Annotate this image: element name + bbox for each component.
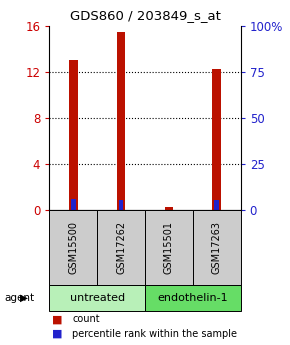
Text: GSM15500: GSM15500 [68, 221, 78, 274]
Bar [69, 60, 77, 210]
Bar [166, 209, 171, 210]
Text: untreated: untreated [70, 293, 125, 303]
Text: count: count [72, 314, 100, 324]
Text: endothelin-1: endothelin-1 [157, 293, 228, 303]
Bar [117, 32, 125, 210]
Bar [71, 199, 76, 210]
Text: GDS860 / 203849_s_at: GDS860 / 203849_s_at [70, 9, 220, 22]
Bar [119, 200, 124, 210]
Text: percentile rank within the sample: percentile rank within the sample [72, 329, 238, 339]
Bar [97, 210, 145, 285]
Bar [49, 210, 97, 285]
Text: GSM17263: GSM17263 [212, 221, 222, 274]
Bar [145, 210, 193, 285]
Bar [214, 200, 219, 210]
Bar [213, 69, 221, 210]
Bar [193, 210, 241, 285]
Text: ▶: ▶ [20, 293, 28, 303]
Text: GSM15501: GSM15501 [164, 221, 174, 274]
Text: agent: agent [4, 293, 35, 303]
Text: GSM17262: GSM17262 [116, 221, 126, 274]
Bar [165, 207, 173, 210]
Bar [49, 285, 145, 310]
Bar [145, 285, 241, 310]
Text: ■: ■ [52, 314, 63, 324]
Text: ■: ■ [52, 329, 63, 339]
